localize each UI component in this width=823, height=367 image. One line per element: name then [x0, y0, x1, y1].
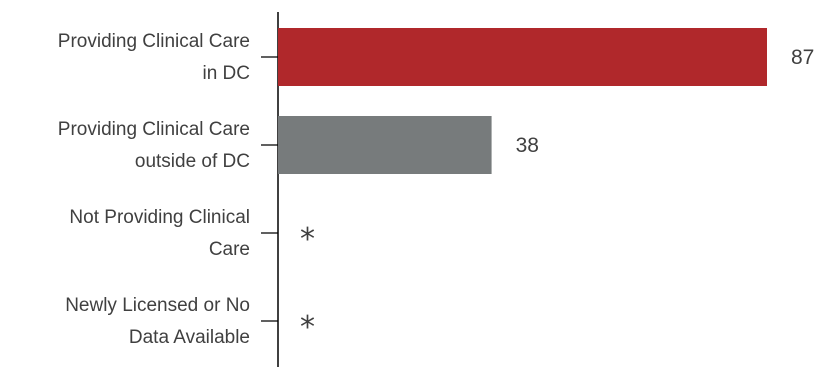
bar — [278, 28, 767, 86]
category-label: outside of DC — [135, 151, 250, 172]
data-label-suppressed: * — [300, 222, 315, 257]
category-label: Newly Licensed or No — [65, 295, 250, 316]
category-label: Providing Clinical Care — [58, 31, 250, 52]
category-label: in DC — [202, 63, 250, 84]
category-label: Not Providing Clinical — [69, 207, 250, 228]
category-label: Care — [209, 239, 250, 260]
data-label: 38 — [516, 134, 539, 157]
data-label-suppressed: * — [300, 310, 315, 345]
category-label: Providing Clinical Care — [58, 119, 250, 140]
data-label: 87 — [791, 46, 814, 69]
bar — [278, 116, 492, 174]
category-label: Data Available — [129, 327, 250, 348]
